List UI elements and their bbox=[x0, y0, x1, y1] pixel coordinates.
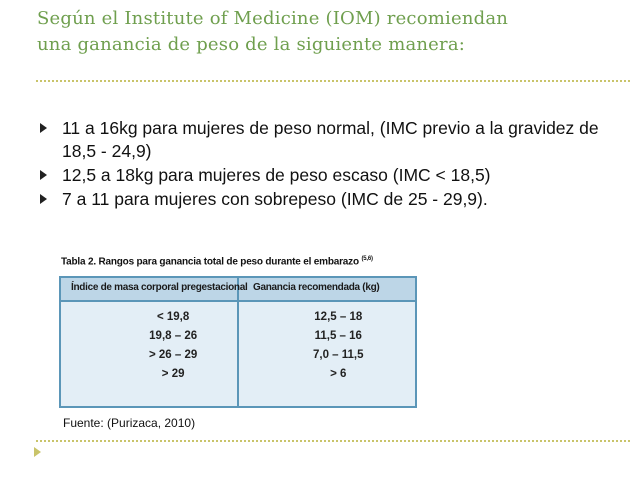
table-header-imc: Índice de masa corporal pregestacional bbox=[71, 282, 248, 293]
table-column-divider bbox=[237, 278, 239, 406]
bullet-text: 7 a 11 para mujeres con sobrepeso (IMC d… bbox=[62, 189, 488, 209]
bottom-divider bbox=[36, 440, 630, 442]
table-caption-text: Tabla 2. Rangos para ganancia total de p… bbox=[61, 256, 359, 268]
table-column-imc: < 19,8 19,8 – 26 > 26 – 29 > 29 bbox=[149, 308, 197, 384]
table-cell: < 19,8 bbox=[156, 311, 190, 323]
table-cell: 7,0 – 11,5 bbox=[313, 349, 364, 361]
top-divider bbox=[36, 80, 630, 82]
title-line-2: una ganancia de peso de la siguiente man… bbox=[37, 34, 466, 55]
table-cell: > 6 bbox=[330, 368, 347, 380]
table-cell: > 26 – 29 bbox=[149, 349, 198, 361]
bullet-item: 12,5 a 18kg para mujeres de peso escaso … bbox=[40, 164, 620, 187]
bullet-list: 11 a 16kg para mujeres de peso normal, (… bbox=[40, 117, 620, 212]
table-caption-ref: (5,6) bbox=[361, 256, 373, 262]
table-cell: > 29 bbox=[161, 368, 185, 380]
weight-gain-table: Índice de masa corporal pregestacional G… bbox=[59, 276, 417, 408]
footer-arrow-icon bbox=[34, 447, 41, 457]
bullet-arrow-icon bbox=[40, 194, 47, 204]
bullet-item: 11 a 16kg para mujeres de peso normal, (… bbox=[40, 117, 620, 163]
slide-title: Según el Institute of Medicine (IOM) rec… bbox=[37, 6, 627, 58]
table-cell: 12,5 – 18 bbox=[314, 311, 363, 323]
weight-gain-table-figure: Tabla 2. Rangos para ganancia total de p… bbox=[55, 252, 417, 410]
table-caption: Tabla 2. Rangos para ganancia total de p… bbox=[61, 256, 373, 267]
bullet-item: 7 a 11 para mujeres con sobrepeso (IMC d… bbox=[40, 188, 620, 211]
table-column-gain: 12,5 – 18 11,5 – 16 7,0 – 11,5 > 6 bbox=[313, 308, 364, 384]
bullet-arrow-icon bbox=[40, 123, 47, 133]
bullet-arrow-icon bbox=[40, 170, 47, 180]
table-header-gain: Ganancia recomendada (kg) bbox=[253, 282, 380, 293]
bullet-text: 11 a 16kg para mujeres de peso normal, (… bbox=[62, 118, 599, 161]
bullet-text: 12,5 a 18kg para mujeres de peso escaso … bbox=[62, 165, 491, 185]
title-line-1: Según el Institute of Medicine (IOM) rec… bbox=[37, 8, 509, 29]
table-cell: 11,5 – 16 bbox=[314, 330, 362, 342]
table-cell: 19,8 – 26 bbox=[149, 330, 198, 342]
source-note: Fuente: (Purizaca, 2010) bbox=[63, 416, 196, 430]
